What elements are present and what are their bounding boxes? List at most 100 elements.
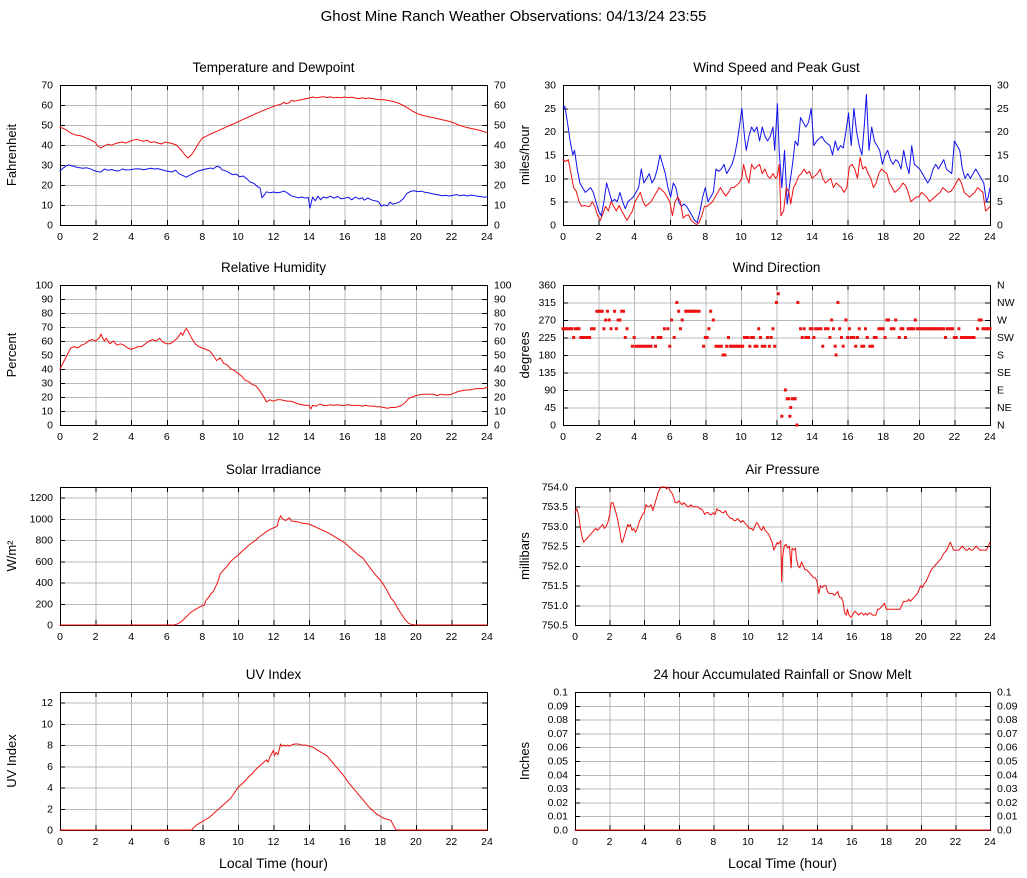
svg-text:24: 24	[481, 836, 493, 848]
svg-text:0: 0	[494, 420, 500, 432]
y-axis-label: W/m²	[4, 540, 19, 572]
svg-text:30: 30	[494, 378, 506, 390]
svg-text:0.01: 0.01	[548, 811, 569, 823]
svg-text:50: 50	[494, 120, 506, 132]
svg-text:16: 16	[339, 836, 351, 848]
svg-text:90: 90	[494, 294, 506, 306]
svg-text:8: 8	[199, 631, 205, 643]
svg-text:16: 16	[339, 431, 351, 443]
svg-text:0.04: 0.04	[548, 769, 569, 781]
svg-text:10: 10	[41, 200, 53, 212]
svg-text:0.09: 0.09	[548, 700, 569, 712]
svg-text:16: 16	[846, 836, 858, 848]
svg-text:10: 10	[997, 173, 1009, 185]
svg-text:30: 30	[997, 80, 1009, 92]
svg-text:25: 25	[544, 103, 556, 115]
svg-text:18: 18	[877, 231, 889, 243]
svg-text:10: 10	[494, 406, 506, 418]
y-axis-label: Inches	[517, 741, 532, 780]
svg-text:10: 10	[41, 406, 53, 418]
svg-text:0: 0	[560, 231, 566, 243]
svg-text:24: 24	[481, 231, 493, 243]
svg-text:70: 70	[494, 322, 506, 334]
svg-text:6: 6	[676, 631, 682, 643]
svg-text:20: 20	[410, 836, 422, 848]
svg-text:18: 18	[374, 631, 386, 643]
svg-text:0.0: 0.0	[553, 825, 568, 837]
svg-text:0: 0	[57, 631, 63, 643]
svg-text:22: 22	[950, 836, 962, 848]
svg-text:8: 8	[710, 836, 716, 848]
chart-title: Temperature and Dewpoint	[192, 60, 354, 75]
svg-text:0.0: 0.0	[997, 825, 1012, 837]
svg-text:80: 80	[494, 308, 506, 320]
svg-text:20: 20	[410, 231, 422, 243]
svg-text:2: 2	[607, 631, 613, 643]
svg-text:0: 0	[560, 431, 566, 443]
svg-text:30: 30	[494, 160, 506, 172]
svg-text:40: 40	[494, 140, 506, 152]
series-points	[561, 292, 992, 427]
svg-text:20: 20	[913, 431, 925, 443]
svg-text:4: 4	[631, 431, 637, 443]
chart-title: Relative Humidity	[221, 260, 326, 275]
svg-text:14: 14	[806, 231, 818, 243]
chart-relative-humidity: Relative Humidity 0 2 4 6 8 10 12 14 16 18 20 22 24 0 1…	[0, 248, 513, 448]
svg-text:8: 8	[199, 231, 205, 243]
svg-text:30: 30	[41, 160, 53, 172]
svg-text:0: 0	[47, 420, 53, 432]
svg-text:0.01: 0.01	[997, 811, 1018, 823]
svg-text:22: 22	[949, 231, 961, 243]
svg-text:6: 6	[164, 431, 170, 443]
svg-text:20: 20	[41, 392, 53, 404]
chart-title: Solar Irradiance	[226, 462, 321, 477]
svg-text:0.06: 0.06	[997, 742, 1018, 754]
svg-text:16: 16	[842, 431, 854, 443]
svg-text:2: 2	[47, 803, 53, 815]
svg-text:16: 16	[846, 631, 858, 643]
svg-text:10: 10	[742, 836, 754, 848]
svg-text:4: 4	[128, 231, 134, 243]
svg-text:2: 2	[93, 631, 99, 643]
svg-text:NE: NE	[997, 402, 1012, 414]
svg-text:50: 50	[41, 120, 53, 132]
svg-text:4: 4	[631, 231, 637, 243]
svg-text:20: 20	[494, 392, 506, 404]
svg-text:70: 70	[41, 80, 53, 92]
series-line	[574, 486, 991, 618]
svg-text:4: 4	[641, 836, 647, 848]
svg-text:12: 12	[268, 631, 280, 643]
svg-text:24: 24	[984, 631, 996, 643]
svg-text:8: 8	[702, 431, 708, 443]
svg-text:40: 40	[41, 364, 53, 376]
svg-text:0.02: 0.02	[548, 797, 569, 809]
svg-text:135: 135	[538, 367, 556, 379]
page-title: Ghost Mine Ranch Weather Observations: 0…	[320, 8, 707, 25]
svg-text:6: 6	[667, 231, 673, 243]
svg-text:10: 10	[232, 836, 244, 848]
svg-text:10: 10	[232, 431, 244, 443]
svg-text:14: 14	[811, 631, 823, 643]
svg-text:E: E	[997, 385, 1004, 397]
svg-text:4: 4	[128, 431, 134, 443]
svg-text:N: N	[997, 280, 1005, 292]
svg-text:22: 22	[446, 836, 458, 848]
svg-text:10: 10	[232, 231, 244, 243]
svg-text:15: 15	[544, 150, 556, 162]
svg-text:SW: SW	[997, 332, 1014, 344]
svg-text:24: 24	[481, 431, 493, 443]
series-line	[59, 327, 488, 410]
series-line	[562, 156, 991, 226]
svg-text:16: 16	[339, 631, 351, 643]
svg-text:0: 0	[47, 220, 53, 232]
svg-text:1000: 1000	[30, 513, 54, 525]
chart-title: UV Index	[246, 667, 302, 682]
chart-wind-direction: Wind Direction 0 2 4 6 8 10 12 14 16 18 20 22 24 0 45 90…	[513, 248, 1027, 448]
svg-text:0.03: 0.03	[548, 783, 569, 795]
svg-text:0: 0	[57, 431, 63, 443]
